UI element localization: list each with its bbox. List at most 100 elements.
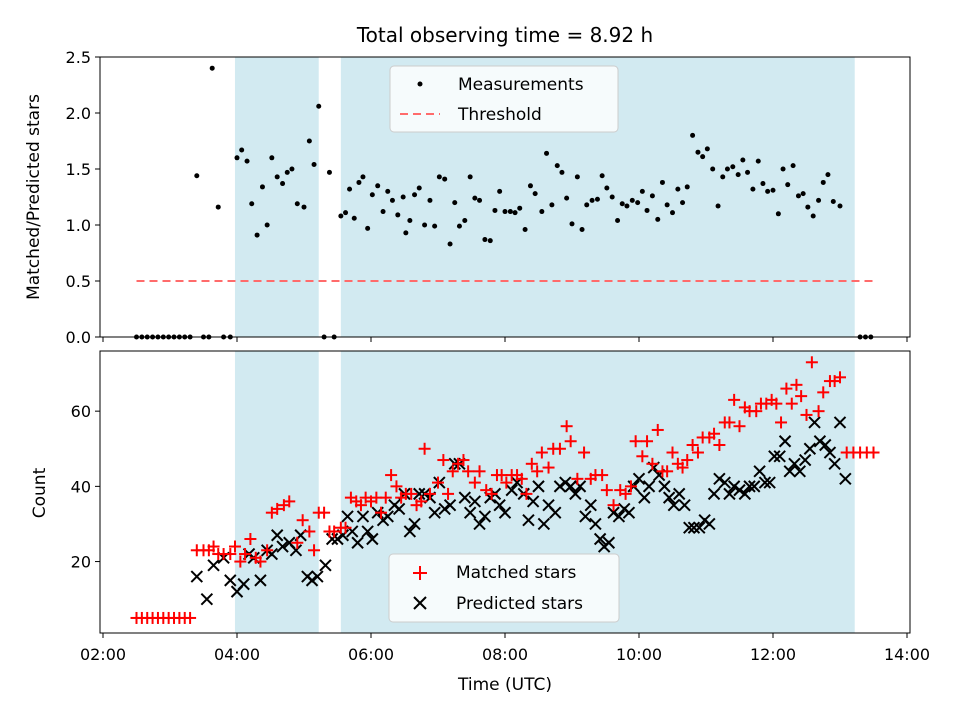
matched-star-point — [812, 405, 825, 418]
measurement-point — [532, 191, 538, 197]
predicted-star-point — [718, 476, 731, 489]
measurement-point — [619, 201, 625, 207]
matched-star-point — [308, 544, 321, 557]
matched-star-point — [442, 487, 455, 500]
measurement-point — [447, 241, 453, 247]
top-legend: Measurements Threshold — [389, 65, 619, 133]
measurement-point — [755, 158, 761, 164]
top-y-ticks: 0.0 0.5 1.0 1.5 2.0 2.5 — [66, 48, 100, 347]
measurement-point — [407, 218, 413, 224]
legend-threshold-label: Threshold — [457, 105, 542, 125]
predicted-star-point — [683, 521, 696, 534]
matched-star-point — [234, 555, 247, 568]
predicted-star-point — [403, 525, 417, 538]
predicted-star-point — [498, 506, 512, 519]
measurement-point — [442, 176, 448, 182]
matched-star-point — [713, 439, 726, 451]
predicted-star-point — [773, 450, 786, 463]
measurement-point — [720, 174, 726, 180]
x-tick-label: 04:00 — [214, 645, 260, 664]
measurement-point — [810, 213, 816, 219]
bottom-y-axis-label: Count — [30, 467, 50, 518]
measurement-point — [765, 188, 771, 194]
predicted-star-point — [738, 487, 752, 501]
shaded-interval — [234, 57, 319, 337]
y-tick-label: 2.0 — [66, 104, 91, 123]
matched-star-point — [790, 378, 803, 391]
measurement-point — [745, 169, 751, 175]
matched-star-point — [666, 446, 679, 459]
predicted-star-point — [458, 491, 472, 504]
measurement-point — [369, 192, 375, 198]
bottom-legend: Matched stars Predicted stars — [388, 553, 620, 623]
matched-star-point — [379, 491, 392, 504]
predicted-star-point — [803, 442, 817, 455]
predicted-star-point — [707, 487, 721, 501]
predicted-star-point — [642, 480, 656, 493]
measurement-point — [512, 210, 518, 216]
predicted-star-point — [200, 592, 214, 606]
measurement-point — [589, 197, 595, 203]
matched-star-point — [578, 446, 591, 459]
x-tick-label: 06:00 — [348, 645, 394, 664]
predicted-star-point — [823, 446, 837, 459]
matched-star-point — [542, 461, 555, 474]
y-tick-label: 20 — [71, 553, 91, 572]
measurement-point — [472, 195, 478, 201]
matched-star-point — [708, 427, 721, 440]
measurement-point — [395, 212, 401, 218]
measurement-point — [380, 209, 386, 215]
predicted-star-point — [793, 465, 807, 478]
measurement-point — [740, 157, 746, 163]
matched-star-point — [571, 472, 584, 485]
predicted-star-point — [748, 480, 761, 493]
predicted-star-point — [408, 517, 421, 531]
matched-star-point — [318, 506, 331, 519]
predicted-star-point — [289, 544, 303, 557]
measurement-point — [432, 223, 438, 229]
matched-star-point — [468, 476, 481, 489]
predicted-star-point — [413, 487, 426, 501]
predicted-star-point — [361, 525, 374, 538]
predicted-star-point — [468, 495, 482, 508]
predicted-star-point — [672, 487, 686, 501]
matched-star-point — [646, 457, 659, 470]
predicted-star-point — [366, 532, 379, 546]
matched-star-point — [686, 439, 699, 451]
matched-star-point — [254, 555, 267, 568]
measurement-point — [259, 184, 265, 190]
predicted-star-point — [428, 506, 441, 519]
predicted-star-point — [351, 536, 364, 549]
measurement-point — [629, 197, 635, 203]
measurement-point — [422, 222, 428, 228]
matched-star-point — [437, 454, 450, 467]
measurement-point — [599, 173, 605, 179]
predicted-star-point — [549, 506, 562, 519]
top-y-axis-label: Matched/Predicted stars — [24, 94, 44, 300]
measurement-point — [569, 221, 575, 227]
predicted-star-point — [662, 491, 676, 504]
measurement-point — [269, 155, 275, 161]
measurement-point — [389, 197, 395, 203]
predicted-star-point — [584, 498, 597, 512]
measurement-point — [522, 226, 528, 232]
matched-star-point — [564, 435, 577, 448]
matched-star-point — [271, 502, 284, 515]
matched-star-point — [261, 544, 274, 557]
measurement-point — [559, 169, 565, 175]
x-tick-label: 08:00 — [482, 645, 528, 664]
matched-star-point — [485, 487, 498, 500]
measurement-point — [487, 238, 493, 244]
measurement-point — [452, 200, 458, 206]
matched-stars-points — [130, 356, 880, 624]
matched-star-point — [600, 484, 613, 497]
predicted-star-point — [678, 498, 691, 512]
matched-star-point — [785, 397, 798, 410]
measurement-point — [790, 163, 796, 169]
matched-star-point — [283, 495, 296, 508]
matched-star-point — [385, 469, 398, 482]
predicted-star-point — [559, 476, 572, 489]
matched-star-point — [681, 454, 694, 467]
matched-star-point — [296, 514, 309, 527]
predicted-stars-points — [190, 416, 852, 606]
